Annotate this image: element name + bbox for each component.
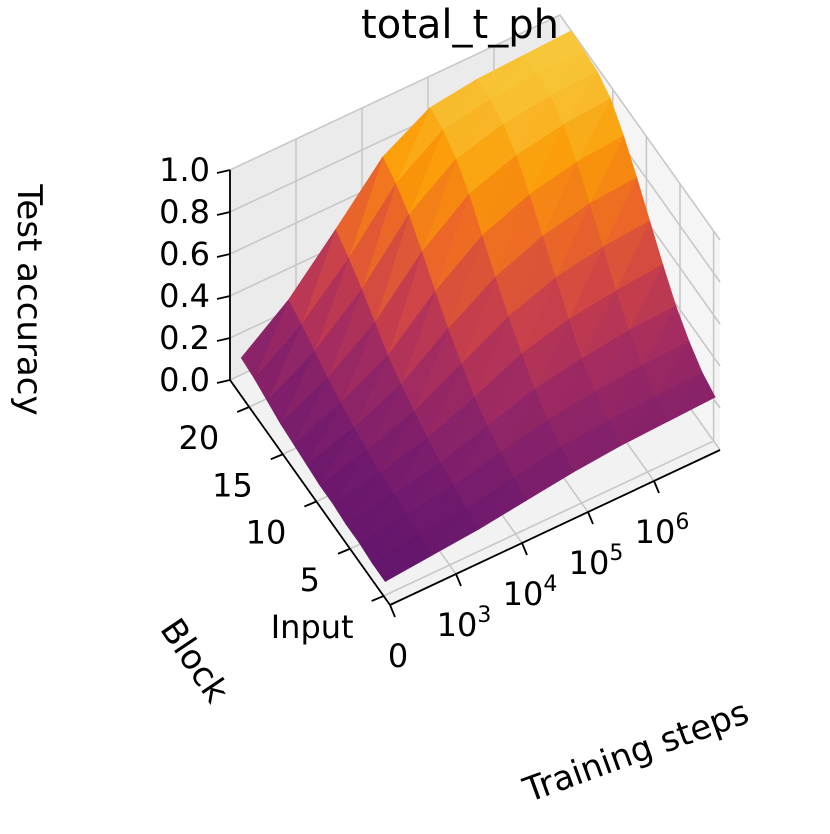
steps-tick-label: 105 <box>569 541 624 582</box>
steps-tick-label: 106 <box>635 510 690 551</box>
surface-facet <box>293 402 341 466</box>
z-tick-label: 0.4 <box>159 277 210 315</box>
block-tick-label: 10 <box>246 514 287 552</box>
steps-axis-line <box>389 449 721 606</box>
steps-tick-label: 103 <box>437 603 492 644</box>
tick-mark <box>304 500 317 508</box>
z-tick-label: 0.2 <box>159 319 210 357</box>
tick-exponent: 3 <box>477 603 491 628</box>
tick-mark <box>216 337 231 342</box>
surface-facet <box>240 299 289 380</box>
surface-facet <box>319 450 368 505</box>
grid-line <box>229 13 721 241</box>
steps-tick-label: 104 <box>503 572 558 613</box>
surface-facet <box>345 493 394 544</box>
tick-mark <box>216 211 231 216</box>
surface <box>240 30 716 583</box>
surface-facet <box>253 324 302 402</box>
surface-facet <box>358 513 407 564</box>
tick-mark <box>216 295 231 300</box>
steps-tick-label: 0 <box>388 637 408 675</box>
tick-mark <box>587 511 594 525</box>
tick-mark <box>236 406 250 413</box>
z-axis-label: Test accuracy <box>9 183 49 415</box>
tick-mark <box>653 480 660 494</box>
tick-exponent: 5 <box>609 541 623 566</box>
tick-mark <box>216 253 231 258</box>
tick-mark <box>216 379 231 384</box>
tick-mark <box>337 547 351 555</box>
tick-mark <box>216 169 231 174</box>
block-axis-label: Block <box>152 612 237 711</box>
z-tick-label: 0.6 <box>159 235 210 273</box>
tick-mark <box>455 573 462 587</box>
block-tick-label: 15 <box>212 466 253 504</box>
tick-mark <box>521 542 528 556</box>
surface-facet <box>332 472 381 525</box>
surface-facet <box>280 378 328 445</box>
tick-mark <box>389 604 396 618</box>
block-tick-label: 20 <box>178 419 219 457</box>
tick-exponent: 6 <box>675 510 689 535</box>
z-tick-label: 0.8 <box>159 193 210 231</box>
z-tick-label: 1.0 <box>159 151 210 189</box>
axis-lines <box>216 169 721 618</box>
tick-mark <box>270 453 284 461</box>
block-tick-label: 5 <box>300 561 320 599</box>
surface-facet <box>306 427 355 486</box>
tick-exponent: 4 <box>543 572 557 597</box>
z-tick-label: 0.0 <box>159 361 210 399</box>
block-tick-label: Input <box>271 608 354 646</box>
steps-axis-label: Training steps <box>517 692 754 811</box>
tick-mark <box>371 595 384 602</box>
surface-facet <box>267 351 315 425</box>
block-axis-line <box>229 379 391 606</box>
chart-title: total_t_ph <box>361 2 559 48</box>
surface-facet <box>371 534 420 583</box>
